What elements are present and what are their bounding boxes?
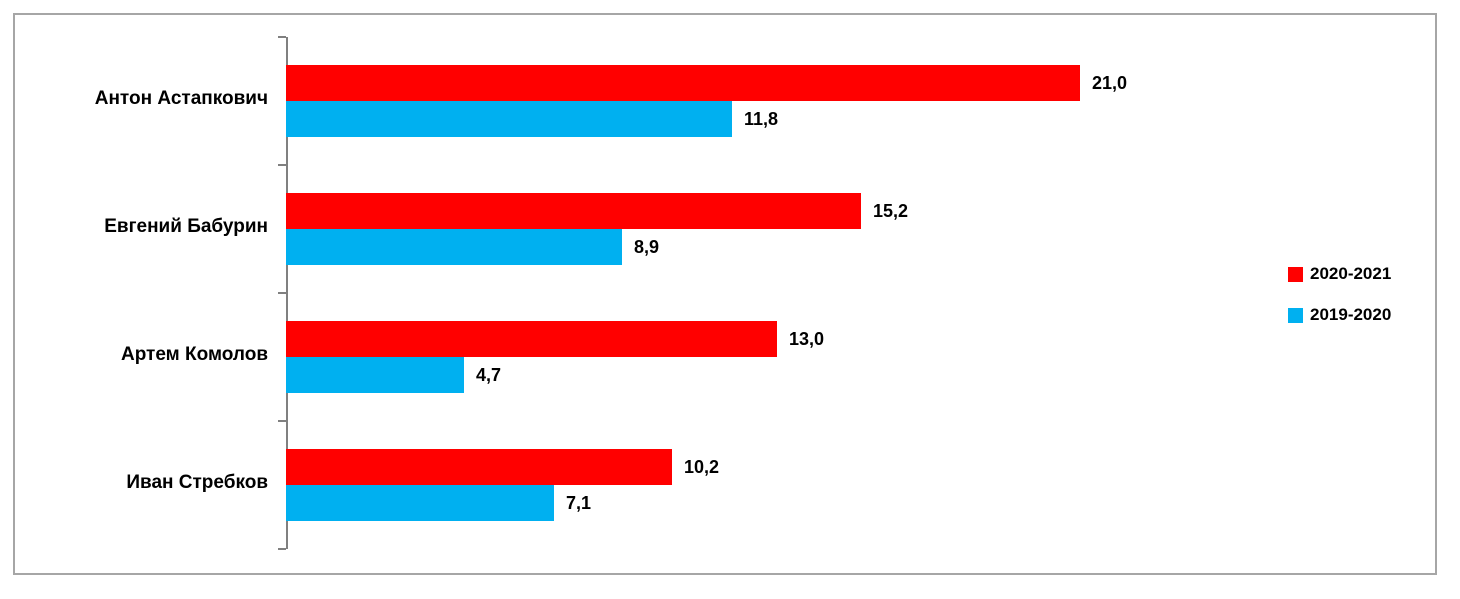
- data-label: 21,0: [1092, 72, 1128, 93]
- legend-label: 2020-2021: [1310, 264, 1392, 283]
- legend-entry-2019-2020[interactable]: 2019-2020: [1288, 305, 1392, 324]
- bar-2020-2021[interactable]: [286, 65, 1080, 101]
- data-label: 15,2: [873, 200, 909, 221]
- bar-2019-2020[interactable]: [286, 485, 554, 521]
- data-label: 13,0: [789, 328, 825, 349]
- bar-2019-2020[interactable]: [286, 357, 464, 393]
- category-axis-line: [286, 37, 288, 549]
- legend-entry-2020-2021[interactable]: 2020-2021: [1288, 264, 1392, 283]
- axis-tick: [278, 292, 286, 294]
- legend-swatch-icon: [1288, 307, 1303, 323]
- category-label: Иван Стребков: [126, 472, 268, 493]
- bar-2019-2020[interactable]: [286, 229, 622, 265]
- bar-2020-2021[interactable]: [286, 449, 672, 485]
- data-label: 7,1: [566, 492, 592, 513]
- category-label: Антон Астапкович: [94, 88, 268, 109]
- bar-2020-2021[interactable]: [286, 321, 777, 357]
- bar-2020-2021[interactable]: [286, 193, 861, 229]
- category-label: Артем Комолов: [120, 344, 268, 365]
- data-label: 11,8: [744, 108, 779, 129]
- axis-tick: [278, 420, 286, 422]
- axis-tick: [278, 36, 286, 38]
- legend-label: 2019-2020: [1310, 305, 1392, 324]
- data-label: 4,7: [476, 364, 502, 385]
- bar-2019-2020[interactable]: [286, 101, 732, 137]
- axis-tick: [278, 164, 286, 166]
- axis-tick: [278, 548, 286, 550]
- data-label: 10,2: [684, 456, 720, 477]
- legend-swatch-icon: [1288, 266, 1303, 282]
- category-label: Евгений Бабурин: [104, 216, 268, 237]
- data-label: 8,9: [634, 236, 660, 257]
